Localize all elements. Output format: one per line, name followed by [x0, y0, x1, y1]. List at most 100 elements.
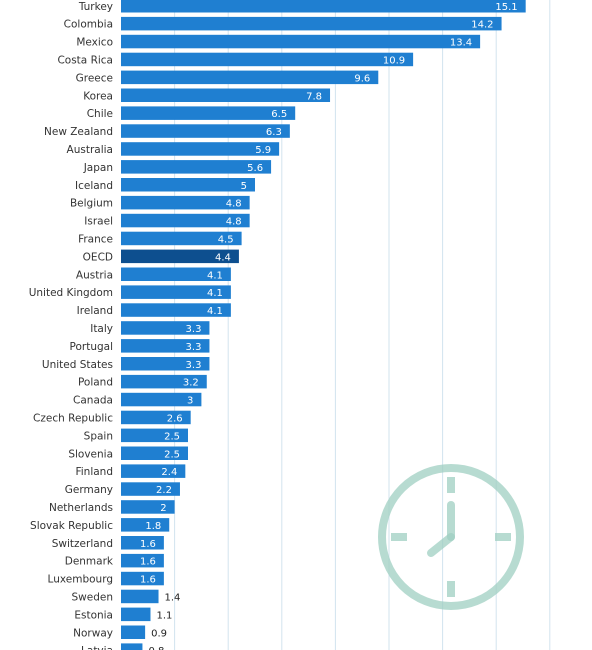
value-label: 0.8: [148, 646, 164, 650]
bar: [121, 178, 255, 192]
value-label: 4.1: [207, 306, 223, 317]
category-label: Israel: [84, 216, 113, 228]
category-label: Mexico: [76, 37, 113, 49]
bar: [121, 195, 250, 210]
category-label: Korea: [83, 90, 113, 102]
bar: [121, 16, 502, 31]
value-label: 1.1: [156, 610, 172, 621]
bar-row: Australia 5.9: [67, 142, 280, 156]
value-label: 2.4: [161, 467, 177, 478]
category-label: Canada: [73, 395, 113, 407]
bar: [121, 446, 188, 460]
bar: [121, 124, 290, 138]
bar-row: Turkey 15.1: [78, 0, 526, 13]
bar: [121, 339, 210, 353]
bar-row: Italy 3.3: [90, 321, 210, 335]
bar-row: Norway 0.9: [73, 625, 167, 639]
value-label: 15.1: [495, 2, 517, 13]
category-label: Austria: [76, 269, 113, 281]
category-label: Finland: [75, 466, 113, 478]
bar-row: Germany 2.2: [65, 482, 180, 496]
bar: [121, 52, 414, 67]
bar-row: Israel 4.8: [84, 213, 250, 228]
bar: [121, 428, 188, 443]
bar: [121, 231, 242, 246]
category-label: Ireland: [77, 305, 113, 317]
bar: [121, 0, 526, 13]
category-label: Australia: [67, 144, 113, 156]
value-label: 4.8: [226, 199, 242, 210]
category-label: Belgium: [70, 198, 113, 210]
bar-row: Denmark 1.6: [65, 553, 164, 568]
category-label: Netherlands: [49, 502, 113, 514]
category-label: Sweden: [72, 591, 114, 603]
bar-row: Sweden 1.4: [72, 589, 180, 604]
bar-row: Korea 7.8: [83, 88, 331, 102]
category-label: Slovenia: [68, 448, 113, 460]
category-label: Luxembourg: [48, 574, 113, 586]
bar-row: United Kingdom 4.1: [29, 285, 231, 299]
category-label: Colombia: [64, 19, 113, 31]
bar: [121, 500, 175, 514]
value-label: 2.2: [156, 485, 172, 496]
value-label: 4.8: [226, 217, 242, 228]
bar-row: Ireland 4.1: [77, 303, 231, 317]
bar: [121, 518, 170, 532]
category-label: Germany: [65, 484, 113, 496]
value-label: 5.9: [255, 145, 271, 156]
bar-row: Finland 2.4: [75, 464, 186, 478]
bar: [121, 625, 146, 639]
bar: [121, 392, 202, 407]
category-label: Chile: [87, 108, 113, 120]
bar-row: Estonia 1.1: [74, 607, 172, 621]
bar-row: Colombia 14.2: [64, 16, 502, 31]
bar: [121, 553, 164, 568]
bar: [121, 303, 231, 317]
value-label: 1.6: [140, 575, 156, 586]
bars: Turkey 15.1 Colombia 14.2 Mexico 13.4 Costa Ri…: [29, 0, 526, 650]
bar-row: Mexico 13.4: [76, 34, 481, 49]
bar-row: Canada 3: [73, 392, 202, 407]
bar-row: Costa Rica 10.9: [57, 52, 414, 67]
bar-row: OECD 4.4: [83, 249, 239, 264]
value-label: 9.6: [354, 73, 370, 84]
category-label: Latvia: [81, 645, 113, 650]
category-label: OECD: [83, 251, 113, 263]
value-label: 13.4: [450, 38, 472, 49]
bar-row: Latvia 0.8: [81, 643, 164, 650]
bar-row: Chile 6.5: [87, 106, 296, 120]
bar: [121, 213, 250, 228]
category-label: Switzerland: [52, 538, 113, 550]
value-label: 1.8: [145, 521, 161, 532]
value-label: 3.3: [186, 360, 202, 371]
value-label: 6.3: [266, 127, 282, 138]
bar-row: Slovenia 2.5: [68, 446, 188, 460]
bar: [121, 267, 231, 281]
bar: [121, 536, 164, 550]
value-label: 2.5: [164, 431, 180, 442]
category-label: Iceland: [75, 180, 113, 192]
category-label: Greece: [76, 72, 113, 84]
bar-row: Czech Republic 2.6: [33, 410, 191, 425]
bar: [121, 88, 331, 102]
value-label: 5: [241, 181, 247, 192]
bar-row: Poland 3.2: [78, 374, 207, 389]
bar-row: New Zealand 6.3: [44, 124, 290, 138]
bar: [121, 410, 191, 425]
bar-row: France 4.5: [78, 231, 242, 246]
bar-row: Austria 4.1: [76, 267, 231, 281]
category-label: Italy: [90, 323, 113, 335]
bar-row: Netherlands 2: [49, 500, 175, 514]
value-label: 14.2: [471, 20, 493, 31]
bar: [121, 249, 239, 264]
bar: [121, 70, 379, 85]
bar: [121, 285, 231, 299]
value-label: 5.6: [247, 163, 263, 174]
bar: [121, 589, 159, 604]
category-label: Denmark: [65, 556, 114, 568]
bar: [121, 357, 210, 371]
category-label: Czech Republic: [33, 412, 113, 424]
value-label: 10.9: [383, 55, 405, 66]
bar: [121, 571, 164, 586]
